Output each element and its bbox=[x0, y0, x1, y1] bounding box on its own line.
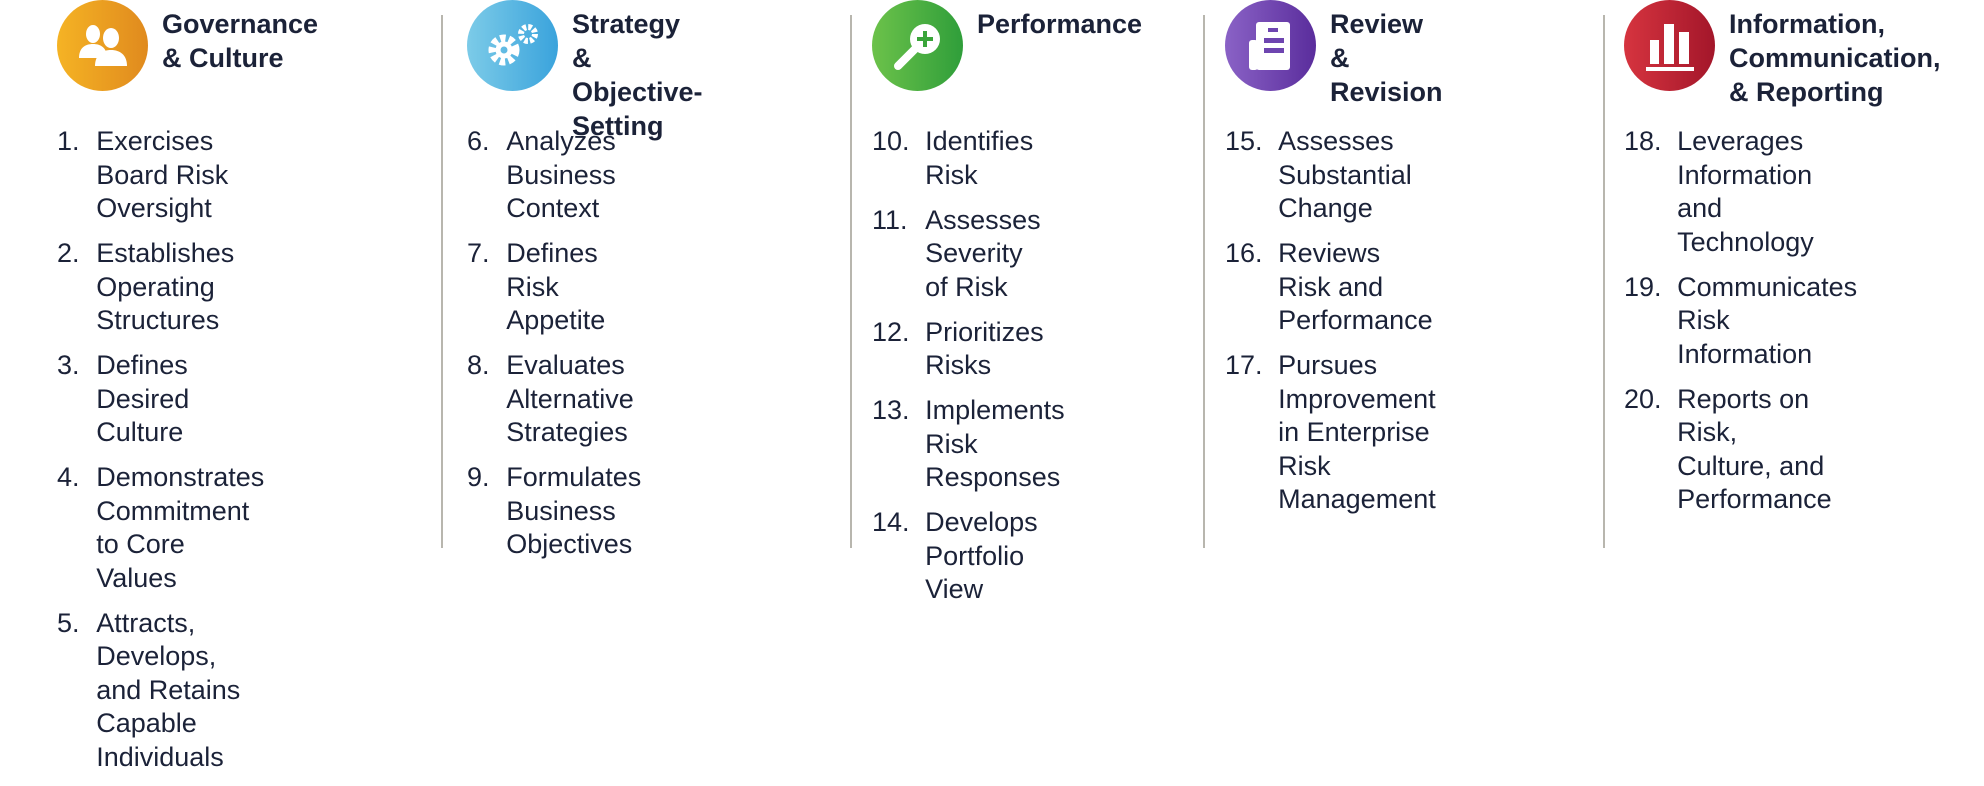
principle-item: 13. Implements Risk Responses bbox=[872, 394, 1065, 495]
principle-number: 17. bbox=[1225, 350, 1263, 380]
magnifier-plus-icon bbox=[872, 0, 963, 91]
principle-text: Assesses Severity of Risk bbox=[925, 204, 1041, 302]
column-divider bbox=[441, 15, 443, 548]
principle-text: Demonstrates Commitment to Core Values bbox=[96, 462, 265, 593]
principle-item: 3. Defines Desired Culture bbox=[57, 349, 264, 450]
column-divider bbox=[1203, 15, 1205, 548]
principle-number: 10. bbox=[872, 126, 910, 156]
principle-item: 9. Formulates Business Objectives bbox=[467, 461, 641, 562]
people-icon bbox=[57, 0, 148, 91]
principle-number: 12. bbox=[872, 316, 910, 347]
principle-number: 20. bbox=[1624, 383, 1662, 414]
principle-text: Leverages Information and Technology bbox=[1677, 126, 1814, 257]
principle-item: 7. Defines Risk Appetite bbox=[467, 237, 641, 338]
principle-number: 18. bbox=[1624, 126, 1662, 156]
component-title: Strategy & Objective-Setting bbox=[572, 9, 703, 141]
principles-list: 10. Identifies Risk 11. Assesses Severity o… bbox=[872, 125, 1065, 618]
principle-text: Pursues Improvement in Enterprise Risk M… bbox=[1278, 350, 1436, 514]
principle-text: Analyzes Business Context bbox=[506, 126, 616, 223]
component-title: Performance bbox=[977, 9, 1143, 39]
gears-icon bbox=[467, 0, 558, 91]
principle-text: Establishes Operating Structures bbox=[96, 238, 235, 335]
principle-number: 1. bbox=[57, 126, 80, 156]
principle-text: Prioritizes Risks bbox=[925, 316, 1044, 381]
principle-number: 8. bbox=[467, 350, 490, 380]
principle-item: 19. Communicates Risk Information bbox=[1624, 271, 1857, 372]
principle-text: Attracts, Develops, and Retains Capable … bbox=[96, 607, 241, 772]
principle-item: 20. Reports on Risk, Culture, and Perform… bbox=[1624, 383, 1857, 517]
principle-item: 8. Evaluates Alternative Strategies bbox=[467, 349, 641, 450]
principle-text: Defines Desired Culture bbox=[96, 350, 190, 447]
principle-number: 2. bbox=[57, 238, 80, 268]
principle-number: 14. bbox=[872, 507, 910, 537]
principle-text: Implements Risk Responses bbox=[925, 395, 1065, 492]
principle-number: 19. bbox=[1624, 271, 1662, 302]
component-title: Governance & Culture bbox=[162, 9, 319, 73]
principle-text: Communicates Risk Information bbox=[1677, 271, 1858, 369]
principle-item: 2. Establishes Operating Structures bbox=[57, 237, 264, 338]
component-title: Information, Communication, & Reporting bbox=[1729, 9, 1941, 107]
principle-number: 11. bbox=[872, 204, 908, 235]
principle-number: 7. bbox=[467, 238, 490, 268]
principle-number: 9. bbox=[467, 462, 490, 492]
principle-number: 16. bbox=[1225, 238, 1263, 268]
principle-item: 12. Prioritizes Risks bbox=[872, 316, 1065, 383]
principle-item: 17. Pursues Improvement in Enterprise Ris… bbox=[1225, 349, 1436, 517]
column-divider bbox=[850, 15, 852, 548]
principle-number: 15. bbox=[1225, 126, 1263, 156]
principle-item: 10. Identifies Risk bbox=[872, 125, 1065, 192]
column-divider bbox=[1603, 15, 1605, 548]
principle-item: 5. Attracts, Develops, and Retains Capabl… bbox=[57, 607, 264, 775]
principle-item: 6. Analyzes Business Context bbox=[467, 125, 641, 226]
principle-item: 1. Exercises Board Risk Oversight bbox=[57, 125, 264, 226]
principle-text: Reviews Risk and Performance bbox=[1278, 238, 1433, 335]
principle-text: Formulates Business Objectives bbox=[506, 462, 642, 559]
principle-text: Evaluates Alternative Strategies bbox=[506, 350, 634, 447]
principle-text: Develops Portfolio View bbox=[925, 507, 1038, 604]
principle-text: Exercises Board Risk Oversight bbox=[96, 126, 229, 223]
principle-item: 15. Assesses Substantial Change bbox=[1225, 125, 1436, 226]
principle-number: 4. bbox=[57, 462, 80, 492]
principle-item: 16. Reviews Risk and Performance bbox=[1225, 237, 1436, 338]
principle-number: 6. bbox=[467, 126, 490, 156]
principle-number: 13. bbox=[872, 395, 910, 425]
principle-text: Assesses Substantial Change bbox=[1278, 126, 1412, 223]
principles-list: 15. Assesses Substantial Change 16. Reviews… bbox=[1225, 125, 1436, 528]
component-title: Review & Revision bbox=[1330, 9, 1443, 107]
principle-item: 14. Develops Portfolio View bbox=[872, 506, 1065, 607]
document-icon bbox=[1225, 0, 1316, 91]
principle-number: 3. bbox=[57, 350, 80, 380]
principle-item: 11. Assesses Severity of Risk bbox=[872, 204, 1065, 305]
principles-list: 6. Analyzes Business Context 7. Defines Ris… bbox=[467, 125, 641, 573]
principle-item: 4. Demonstrates Commitment to Core Values bbox=[57, 461, 264, 595]
principle-text: Identifies Risk bbox=[925, 126, 1034, 190]
principle-text: Reports on Risk, Culture, and Performanc… bbox=[1677, 383, 1832, 515]
principles-list: 18. Leverages Information and Technology 1… bbox=[1624, 125, 1857, 528]
bar-chart-icon bbox=[1624, 0, 1715, 91]
principle-text: Defines Risk Appetite bbox=[506, 238, 606, 335]
principles-list: 1. Exercises Board Risk Oversight 2. Establ… bbox=[57, 125, 264, 786]
principle-item: 18. Leverages Information and Technology bbox=[1624, 125, 1857, 259]
principle-number: 5. bbox=[57, 607, 80, 638]
